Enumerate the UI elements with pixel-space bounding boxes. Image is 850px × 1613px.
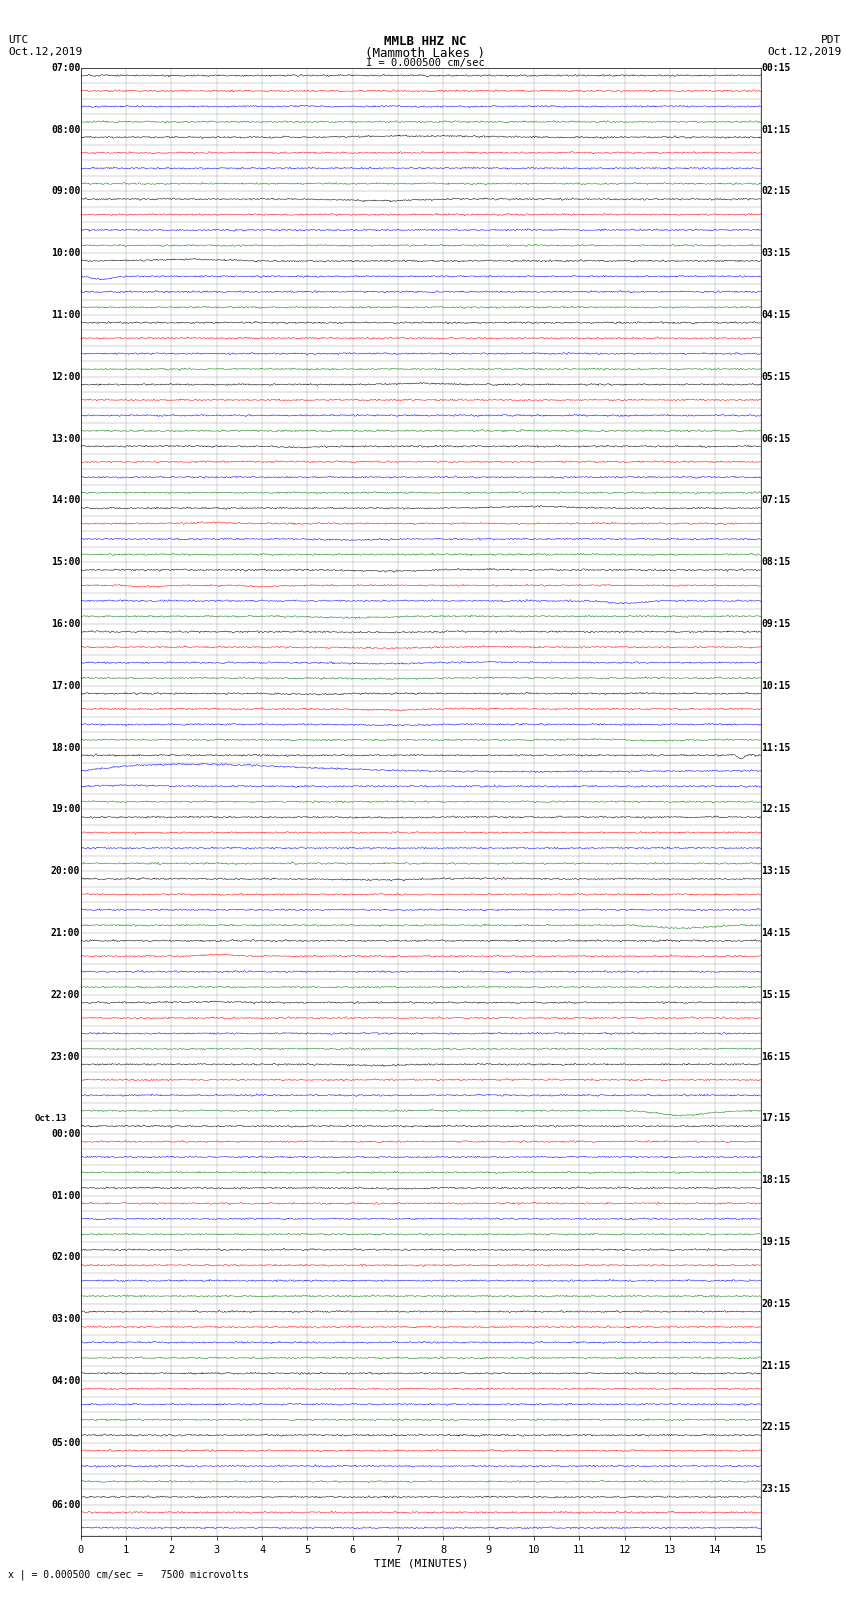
Text: 02:00: 02:00 <box>51 1252 80 1263</box>
Text: 13:00: 13:00 <box>51 434 80 444</box>
Text: 00:15: 00:15 <box>762 63 790 73</box>
Text: 03:00: 03:00 <box>51 1315 80 1324</box>
Text: 04:00: 04:00 <box>51 1376 80 1386</box>
Text: 07:15: 07:15 <box>762 495 790 505</box>
Text: 21:15: 21:15 <box>762 1361 790 1371</box>
Text: (Mammoth Lakes ): (Mammoth Lakes ) <box>365 47 485 60</box>
Text: 14:00: 14:00 <box>51 495 80 505</box>
Text: 11:00: 11:00 <box>51 310 80 319</box>
X-axis label: TIME (MINUTES): TIME (MINUTES) <box>373 1558 468 1569</box>
Text: 22:00: 22:00 <box>51 990 80 1000</box>
Text: 23:00: 23:00 <box>51 1052 80 1061</box>
Text: 12:15: 12:15 <box>762 805 790 815</box>
Text: 11:15: 11:15 <box>762 742 790 753</box>
Text: 13:15: 13:15 <box>762 866 790 876</box>
Text: 12:00: 12:00 <box>51 371 80 382</box>
Text: 21:00: 21:00 <box>51 927 80 939</box>
Text: 08:15: 08:15 <box>762 556 790 568</box>
Text: 09:00: 09:00 <box>51 187 80 197</box>
Text: 15:00: 15:00 <box>51 556 80 568</box>
Text: 06:15: 06:15 <box>762 434 790 444</box>
Text: 03:15: 03:15 <box>762 248 790 258</box>
Text: Oct.13: Oct.13 <box>35 1115 67 1123</box>
Text: 17:15: 17:15 <box>762 1113 790 1123</box>
Text: 02:15: 02:15 <box>762 187 790 197</box>
Text: 06:00: 06:00 <box>51 1500 80 1510</box>
Text: 20:15: 20:15 <box>762 1298 790 1308</box>
Text: 16:15: 16:15 <box>762 1052 790 1061</box>
Text: 07:00: 07:00 <box>51 63 80 73</box>
Text: 22:15: 22:15 <box>762 1423 790 1432</box>
Text: 05:00: 05:00 <box>51 1437 80 1448</box>
Text: 16:00: 16:00 <box>51 619 80 629</box>
Text: 17:00: 17:00 <box>51 681 80 690</box>
Text: 23:15: 23:15 <box>762 1484 790 1494</box>
Text: x | = 0.000500 cm/sec =   7500 microvolts: x | = 0.000500 cm/sec = 7500 microvolts <box>8 1569 249 1581</box>
Text: 10:00: 10:00 <box>51 248 80 258</box>
Text: 19:15: 19:15 <box>762 1237 790 1247</box>
Text: MMLB HHZ NC: MMLB HHZ NC <box>383 35 467 48</box>
Text: Oct.12,2019: Oct.12,2019 <box>768 47 842 56</box>
Text: 20:00: 20:00 <box>51 866 80 876</box>
Text: 01:00: 01:00 <box>51 1190 80 1200</box>
Text: 09:15: 09:15 <box>762 619 790 629</box>
Text: 10:15: 10:15 <box>762 681 790 690</box>
Text: 19:00: 19:00 <box>51 805 80 815</box>
Text: 04:15: 04:15 <box>762 310 790 319</box>
Text: Oct.12,2019: Oct.12,2019 <box>8 47 82 56</box>
Text: 08:00: 08:00 <box>51 124 80 134</box>
Text: I = 0.000500 cm/sec: I = 0.000500 cm/sec <box>366 58 484 68</box>
Text: 18:15: 18:15 <box>762 1176 790 1186</box>
Text: UTC: UTC <box>8 35 29 45</box>
Text: 15:15: 15:15 <box>762 990 790 1000</box>
Text: 01:15: 01:15 <box>762 124 790 134</box>
Text: 00:00: 00:00 <box>51 1129 80 1139</box>
Text: PDT: PDT <box>821 35 842 45</box>
Text: 18:00: 18:00 <box>51 742 80 753</box>
Text: 14:15: 14:15 <box>762 927 790 939</box>
Text: 05:15: 05:15 <box>762 371 790 382</box>
